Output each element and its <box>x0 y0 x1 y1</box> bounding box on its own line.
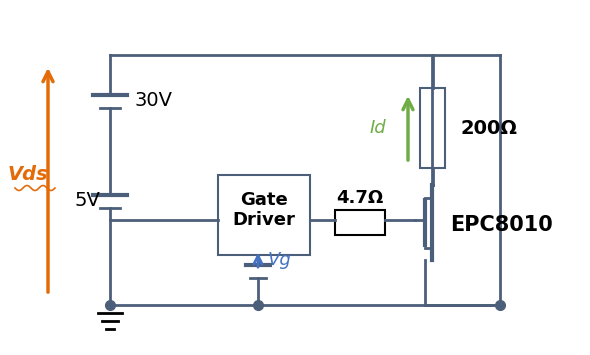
Text: Vds: Vds <box>8 165 48 185</box>
Text: 200Ω: 200Ω <box>460 119 517 137</box>
Bar <box>420 88 445 168</box>
Bar <box>335 210 385 235</box>
Text: Id: Id <box>369 119 386 137</box>
Text: 30V: 30V <box>135 91 173 109</box>
Text: Vg: Vg <box>268 251 291 269</box>
Text: EPC8010: EPC8010 <box>450 215 553 235</box>
Bar <box>218 175 310 255</box>
Text: 4.7Ω: 4.7Ω <box>336 189 384 207</box>
Text: 5V: 5V <box>75 191 101 209</box>
Text: Gate
Driver: Gate Driver <box>232 191 296 229</box>
